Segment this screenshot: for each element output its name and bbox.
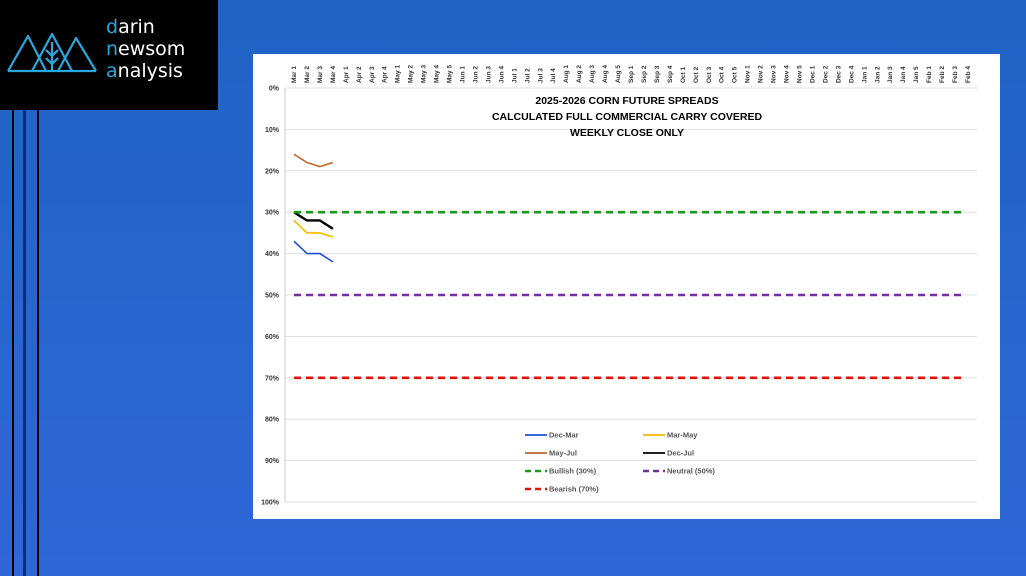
- x-tick-label: Apr 1: [343, 66, 350, 83]
- x-tick-label: Nov 1: [745, 65, 752, 83]
- x-tick-label: Jan 2: [874, 66, 881, 83]
- x-tick-label: Jul 1: [511, 68, 518, 83]
- x-tick-label: Jul 3: [537, 68, 544, 83]
- legend-label: Dec-Mar: [549, 431, 579, 440]
- y-tick-label: 60%: [265, 334, 280, 341]
- x-tick-label: Sep 1: [628, 65, 635, 83]
- x-tick-label: Apr 4: [382, 66, 389, 83]
- x-tick-label: May 4: [434, 65, 441, 83]
- x-tick-label: Oct 3: [706, 66, 713, 83]
- x-tick-label: Feb 1: [926, 66, 933, 83]
- x-tick-label: Mar 2: [304, 66, 311, 83]
- x-tick-label: May 1: [395, 65, 402, 83]
- series-line: [293, 219, 334, 238]
- y-tick-label: 20%: [265, 168, 280, 175]
- x-tick-label: Mar 3: [317, 66, 324, 83]
- x-tick-label: Oct 2: [693, 66, 700, 83]
- x-tick-label: Dec 2: [822, 65, 829, 83]
- x-tick-label: Mar 1: [291, 66, 298, 83]
- x-tick-label: May 5: [447, 65, 454, 83]
- x-tick-label: Aug 4: [602, 65, 609, 83]
- y-tick-label: 50%: [265, 293, 280, 300]
- legend-label: Bearish (70%): [549, 485, 599, 494]
- chart-panel: Mar 1 Mar 2 Mar 3 Mar 4 Apr 1 Apr 2 Apr 3 Apr 4…: [253, 54, 1000, 519]
- x-tick-label: Mar 4: [330, 66, 337, 83]
- x-tick-label: Aug 2: [576, 65, 583, 83]
- legend-label: Dec-Jul: [667, 449, 694, 458]
- x-tick-label: Dec 4: [848, 65, 855, 83]
- x-tick-label: Sep 3: [654, 65, 661, 83]
- series-line: [293, 211, 334, 230]
- y-tick-label: 0%: [269, 86, 280, 93]
- x-tick-label: Jul 2: [524, 68, 531, 83]
- logo-text: darin newsom analysis: [106, 16, 185, 82]
- x-tick-label: Nov 5: [797, 65, 804, 83]
- series-line: [293, 153, 334, 168]
- y-tick-label: 100%: [261, 500, 280, 507]
- series-line: [293, 240, 334, 263]
- y-tick-label: 90%: [265, 458, 280, 465]
- logo-line-1: darin: [106, 16, 155, 38]
- x-tick-label: Jun 1: [460, 66, 467, 83]
- legend-label: Bullish (30%): [549, 467, 597, 476]
- x-tick-label: Apr 2: [356, 66, 363, 83]
- decor-line-3: [37, 110, 39, 576]
- x-tick-label: Nov 4: [784, 65, 791, 83]
- spread-chart: Mar 1 Mar 2 Mar 3 Mar 4 Apr 1 Apr 2 Apr 3 Apr 4…: [261, 65, 977, 507]
- logo: darin newsom analysis: [0, 0, 218, 110]
- x-tick-label: Apr 3: [369, 66, 376, 83]
- x-tick-label: Jun 3: [485, 66, 492, 83]
- x-tick-label: Jun 2: [472, 66, 479, 83]
- y-tick-label: 10%: [265, 127, 280, 134]
- x-tick-label: Jan 5: [913, 66, 920, 83]
- y-tick-label: 30%: [265, 210, 280, 217]
- x-tick-label: Jun 4: [498, 66, 505, 83]
- x-tick-label: Oct 5: [732, 66, 739, 83]
- x-tick-label: Aug 5: [615, 65, 622, 83]
- x-tick-label: May 3: [421, 65, 428, 83]
- chart-title-line: CALCULATED FULL COMMERCIAL CARRY COVERED: [492, 111, 763, 123]
- logo-line-2: newsom: [106, 38, 186, 60]
- chart-title-line: 2025-2026 CORN FUTURE SPREADS: [535, 95, 718, 107]
- legend-label: Mar-May: [667, 431, 698, 440]
- x-tick-label: Oct 1: [680, 66, 687, 83]
- x-tick-label: Feb 3: [952, 66, 959, 83]
- x-tick-label: Sep 2: [641, 65, 648, 83]
- x-tick-label: Aug 1: [563, 65, 570, 83]
- legend-label: May-Jul: [549, 449, 577, 458]
- y-tick-label: 40%: [265, 251, 280, 258]
- x-tick-label: Feb 4: [965, 66, 972, 83]
- x-tick-label: Jan 4: [900, 66, 907, 83]
- x-tick-label: Oct 4: [719, 66, 726, 83]
- x-tick-label: Jul 4: [550, 68, 557, 83]
- x-tick-label: Nov 3: [771, 65, 778, 83]
- x-tick-label: Jan 3: [887, 66, 894, 83]
- mountain-logo-icon: [7, 32, 97, 73]
- x-tick-label: Dec 3: [835, 65, 842, 83]
- logo-line-3: analysis: [106, 60, 183, 82]
- legend-label: Neutral (50%): [667, 467, 715, 476]
- x-tick-label: Sep 4: [667, 65, 674, 83]
- x-tick-label: Nov 2: [758, 65, 765, 83]
- x-tick-label: May 2: [408, 65, 415, 83]
- y-tick-label: 80%: [265, 417, 280, 424]
- chart-title-line: WEEKLY CLOSE ONLY: [570, 127, 684, 139]
- decor-line-2: [23, 110, 26, 576]
- y-tick-label: 70%: [265, 375, 280, 382]
- x-tick-label: Jan 1: [861, 66, 868, 83]
- x-tick-label: Aug 3: [589, 65, 596, 83]
- decor-line-1: [12, 110, 14, 576]
- x-tick-label: Dec 1: [809, 65, 816, 83]
- x-tick-label: Feb 2: [939, 66, 946, 83]
